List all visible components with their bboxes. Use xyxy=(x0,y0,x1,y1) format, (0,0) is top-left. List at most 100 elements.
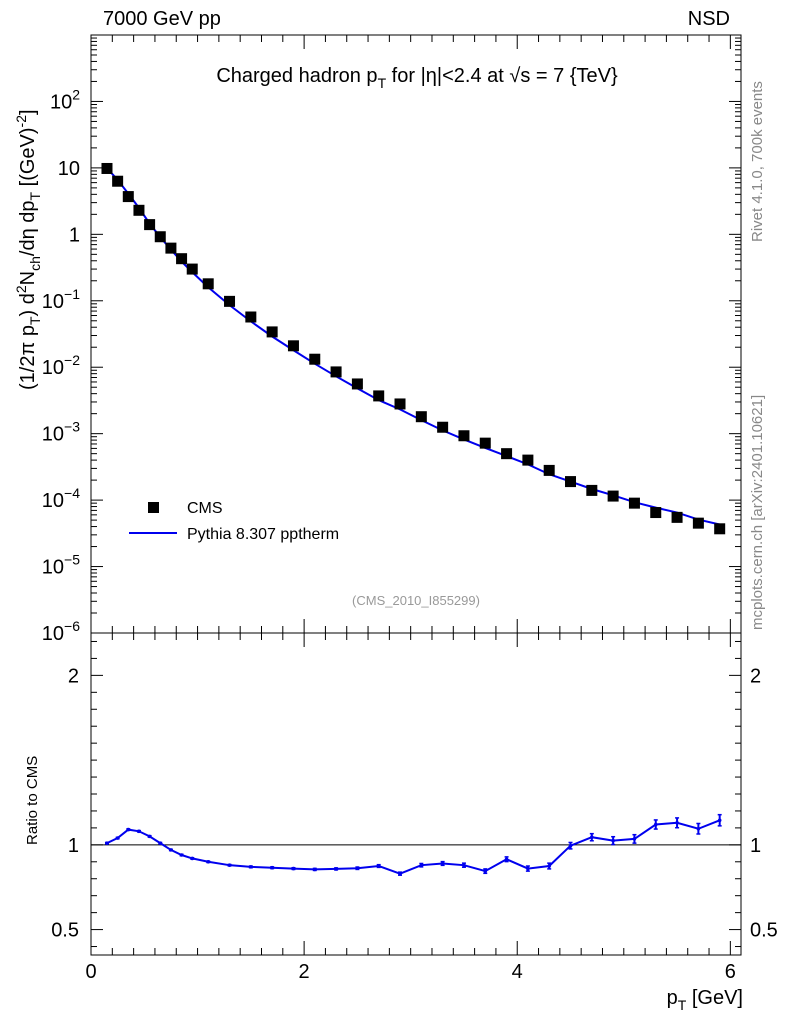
ratio-curve xyxy=(106,819,721,875)
ratio-data-point xyxy=(675,821,679,825)
cms-data-point xyxy=(628,497,640,509)
pythia-curve xyxy=(106,167,720,526)
cms-data-point xyxy=(351,378,363,390)
ratio-y-tick-label-left: 1 xyxy=(68,835,79,857)
ratio-y-axis-label: Ratio to CMS xyxy=(24,756,41,845)
ratio-data-point xyxy=(115,836,120,840)
cms-data-point xyxy=(287,340,299,352)
cms-data-point xyxy=(543,464,555,476)
cms-data-point xyxy=(154,231,166,243)
main-data-layer xyxy=(101,162,726,535)
cms-data-point xyxy=(692,517,704,529)
ratio-data-point xyxy=(158,841,163,845)
ratio-data-point xyxy=(376,864,381,868)
cms-data-point xyxy=(373,390,385,402)
ratio-y-tick-label-left: 2 xyxy=(68,665,79,687)
ratio-data-point xyxy=(632,837,637,841)
cms-data-point xyxy=(714,523,726,535)
ratio-data-point xyxy=(147,834,152,839)
x-tick-label: 4 xyxy=(512,961,523,983)
cms-data-point xyxy=(224,295,236,307)
ratio-data-point xyxy=(483,869,488,873)
x-tick-label: 2 xyxy=(299,961,310,983)
cms-data-point xyxy=(245,311,257,323)
legend-cms-marker xyxy=(148,502,159,513)
ratio-data-point xyxy=(334,867,338,871)
analysis-annotation: (CMS_2010_I855299) xyxy=(352,593,480,608)
main-y-tick-label: 10−5 xyxy=(42,552,80,579)
chart-title: Charged hadron pT for |η|<2.4 at √s = 7 … xyxy=(216,65,618,91)
cms-data-point xyxy=(586,484,598,496)
main-y-tick-label: 1 xyxy=(69,224,80,246)
cms-data-point xyxy=(522,454,534,466)
ratio-data-point xyxy=(206,859,211,864)
header-left-label: 7000 GeV pp xyxy=(103,8,221,30)
ratio-y-tick-labels: 0.5 0.5 1 1 2 2 xyxy=(51,665,778,941)
main-axis-ticks xyxy=(90,35,741,634)
ratio-data-point xyxy=(355,866,360,871)
legend-pythia-label: Pythia 8.307 pptherm xyxy=(187,526,339,543)
ratio-data-point xyxy=(126,827,131,832)
ratio-data-point xyxy=(105,841,109,845)
cms-data-point xyxy=(671,511,683,523)
ratio-y-tick-label-right: 1 xyxy=(750,835,761,857)
ratio-y-tick-label-left: 0.5 xyxy=(51,920,79,942)
ratio-y-tick-label-right: 2 xyxy=(750,665,761,687)
ratio-data-point xyxy=(249,865,253,869)
main-y-axis-label: (1/2π pT) d2Nch/dη dpT [(GeV)-2] xyxy=(13,109,43,390)
cms-data-point xyxy=(186,263,198,275)
legend-cms-label: CMS xyxy=(187,500,223,517)
main-y-tick-label: 10−4 xyxy=(42,485,80,512)
main-y-tick-label: 10−1 xyxy=(42,286,80,313)
cms-data-point xyxy=(458,430,470,442)
ratio-data-point xyxy=(440,861,445,866)
ratio-data-point xyxy=(526,866,530,871)
cms-data-point xyxy=(165,242,177,254)
ratio-data-point xyxy=(419,863,424,867)
ratio-data-point xyxy=(137,829,141,834)
cms-data-point xyxy=(122,191,134,203)
ratio-data-point xyxy=(590,835,594,840)
cms-data-point xyxy=(101,162,113,174)
x-axis-label: pT [GeV] xyxy=(667,987,743,1013)
ratio-data-point xyxy=(547,864,551,868)
cms-data-point xyxy=(501,448,513,460)
cms-data-point xyxy=(479,437,491,449)
cms-data-point xyxy=(650,507,662,519)
cms-data-point xyxy=(394,398,406,410)
ratio-data-point xyxy=(696,826,701,831)
ratio-data-point xyxy=(504,857,509,862)
ratio-data-point xyxy=(568,843,573,848)
ratio-panel-frame xyxy=(90,632,742,956)
cms-data-point xyxy=(144,219,156,231)
ratio-y-tick-label-right: 0.5 xyxy=(750,920,778,942)
main-panel-frame xyxy=(90,34,742,634)
ratio-data-point xyxy=(312,867,317,872)
ratio-axis-ticks xyxy=(90,633,741,955)
ratio-data-point xyxy=(190,856,195,861)
main-y-tick-label: 10−6 xyxy=(42,618,80,645)
ratio-data-layer xyxy=(91,813,741,876)
cms-data-point xyxy=(176,253,188,265)
main-y-tick-label: 102 xyxy=(50,86,80,113)
ratio-data-point xyxy=(227,863,232,867)
x-tick-label: 0 xyxy=(85,961,96,983)
ratio-data-point xyxy=(717,818,722,823)
main-y-tick-label: 10−2 xyxy=(42,352,80,379)
main-y-tick-label: 10 xyxy=(58,158,80,180)
ratio-data-point xyxy=(169,848,173,852)
cms-data-point xyxy=(330,366,342,378)
legend: CMS Pythia 8.307 pptherm xyxy=(129,500,339,543)
ratio-data-point xyxy=(291,866,296,871)
cms-data-point xyxy=(202,278,214,290)
ratio-data-point xyxy=(270,865,274,870)
x-tick-labels: 0 2 4 6 xyxy=(85,961,735,983)
ratio-data-point xyxy=(653,822,658,827)
header-right-label: NSD xyxy=(687,8,730,30)
cms-data-point xyxy=(607,490,619,502)
ratio-data-point xyxy=(462,863,466,867)
cms-data-point xyxy=(112,175,124,187)
cms-data-point xyxy=(266,326,278,338)
cms-data-point xyxy=(309,353,321,365)
